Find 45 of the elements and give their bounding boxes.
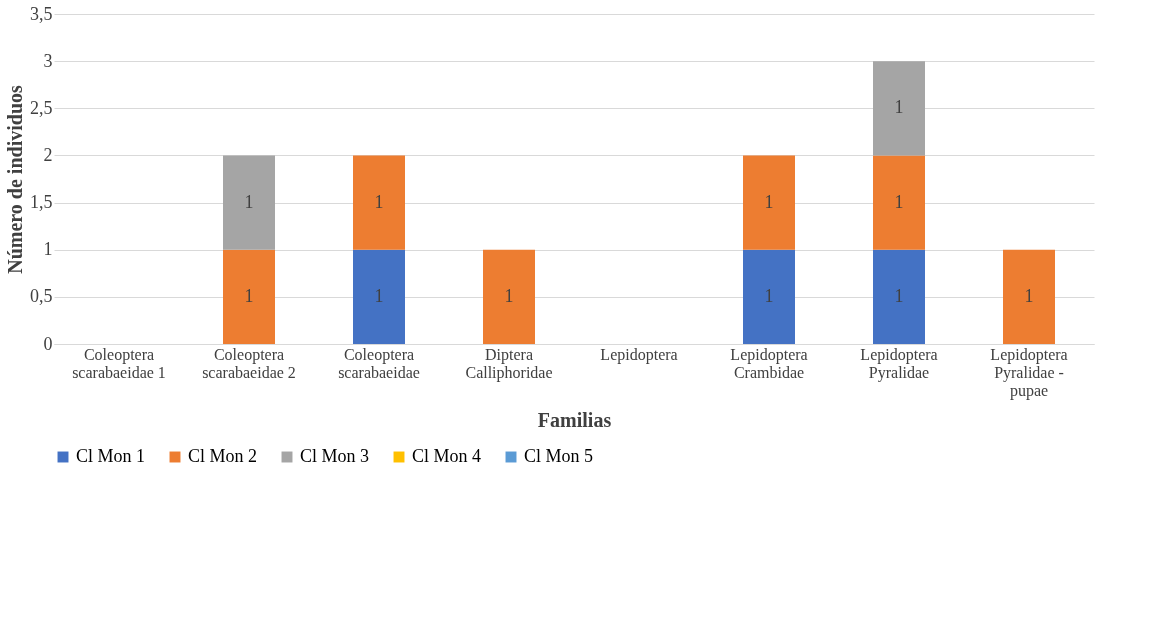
y-tick-label: 3	[43, 50, 53, 71]
bar	[483, 249, 535, 344]
data-label: 1	[1024, 285, 1034, 306]
x-tick-label: Lepidoptera Pyralidae - pupae	[990, 345, 1068, 400]
data-label: 1	[764, 285, 774, 306]
data-label: 1	[504, 285, 514, 306]
data-label: 1	[894, 191, 904, 212]
bar	[873, 249, 925, 344]
y-tick-label: 2	[43, 144, 53, 165]
bar	[223, 249, 275, 344]
data-label: 1	[244, 285, 254, 306]
data-label: 1	[894, 285, 904, 306]
data-label: 1	[244, 191, 254, 212]
y-axis-title: Número de individuos	[4, 85, 26, 274]
legend-label: Cl Mon 1	[76, 446, 146, 466]
y-tick-label: 2,5	[30, 97, 53, 118]
x-tick-label: Coleoptera scarabaeidae 1	[72, 345, 166, 381]
bar	[1003, 249, 1055, 344]
y-tick-label: 0	[43, 333, 53, 354]
x-tick-label: Coleoptera scarabaeidae	[338, 345, 420, 381]
x-tick-label: Lepidoptera	[600, 345, 678, 364]
data-label: 1	[764, 191, 774, 212]
bar	[353, 155, 405, 250]
data-label: 1	[894, 97, 904, 118]
data-label: 1	[374, 285, 384, 306]
y-tick-label: 1	[43, 239, 53, 260]
y-tick-label: 3,5	[30, 3, 53, 24]
legend-label: Cl Mon 5	[524, 446, 594, 466]
bar	[873, 61, 925, 156]
x-tick-label: Lepidoptera Crambidae	[730, 345, 808, 381]
y-tick-label: 0,5	[30, 286, 53, 307]
legend-label: Cl Mon 2	[188, 446, 258, 466]
x-axis-title: Familias	[537, 408, 612, 431]
x-tick-label: Lepidoptera Pyralidae	[860, 345, 938, 382]
x-tick-label: Coleoptera scarabaeidae 2	[202, 345, 296, 381]
bar	[223, 155, 275, 250]
bar	[743, 155, 795, 250]
bar	[743, 249, 795, 344]
y-tick-label: 1,5	[30, 192, 53, 213]
legend-label: Cl Mon 3	[300, 446, 370, 466]
data-label: 1	[374, 191, 384, 212]
x-tick-label: Diptera Calliphoridae	[465, 345, 553, 382]
bar	[873, 155, 925, 250]
bar	[353, 249, 405, 344]
legend-label: Cl Mon 4	[412, 446, 482, 466]
